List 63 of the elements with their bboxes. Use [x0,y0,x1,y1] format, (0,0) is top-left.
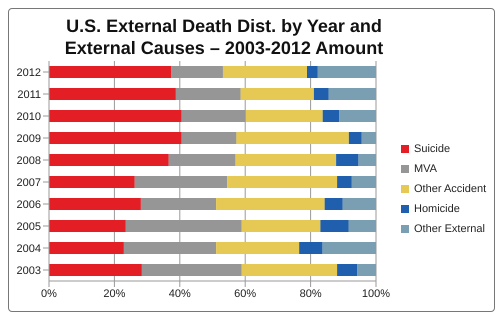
bar [339,110,376,122]
bar [49,110,182,122]
bar [49,198,141,210]
y-tick-label: 2011 [17,88,41,101]
y-tick-label: 2005 [16,220,41,233]
bar [358,154,376,166]
bar [216,198,325,210]
bar [299,242,322,254]
bar [328,88,376,100]
y-tick-label: 2006 [16,198,41,211]
bar [49,154,169,166]
y-tick-label: 2004 [16,242,41,255]
bar [49,242,124,254]
bar [337,176,352,188]
bar [318,66,376,78]
bar [49,220,126,232]
bar [49,88,176,100]
bar [322,242,376,254]
bar [337,264,358,276]
legend-label: Homicide [414,203,460,215]
bar [49,264,142,276]
bar [222,66,308,78]
y-tick-label: 2012 [16,66,41,79]
x-tick-label: 60% [234,288,256,300]
bar [314,88,329,100]
x-tick-label: 80% [300,288,322,300]
bar [348,220,376,232]
bar [322,110,340,122]
bar [49,132,182,144]
y-tick-label: 2008 [16,154,41,167]
y-tick-label: 2003 [16,264,41,277]
y-tick-label: 2010 [16,110,41,123]
x-tick-label: 40% [168,288,192,300]
x-tick-label: 20% [103,288,126,300]
bar [216,242,300,254]
bar [246,110,323,122]
bar [49,66,172,78]
bar [227,176,338,188]
bar [320,220,349,232]
bar [181,132,236,144]
bar [352,176,376,188]
bar [348,132,362,144]
bar [236,132,349,144]
chart-title: U.S. External Death Dist. by Year and External Causes – 2003-2012 Amount [64,15,384,59]
y-tick-label: 2007 [16,176,41,189]
legend-label: Suicide [414,143,450,155]
legend-label: MVA [414,163,438,175]
bar [362,132,376,144]
bar [242,220,320,232]
x-tick-label: 100% [362,288,390,300]
bar [336,154,358,166]
bar [49,176,135,188]
bar [235,154,336,166]
legend-label: Other External [414,223,485,235]
bar [307,66,318,78]
bar [242,264,338,276]
bar [324,198,343,210]
y-tick-label: 2009 [16,132,41,145]
legend-label: Other Accident [414,183,486,195]
bar [357,264,376,276]
x-tick-label: 0% [41,288,58,300]
bar [240,88,314,100]
bar [342,198,376,210]
